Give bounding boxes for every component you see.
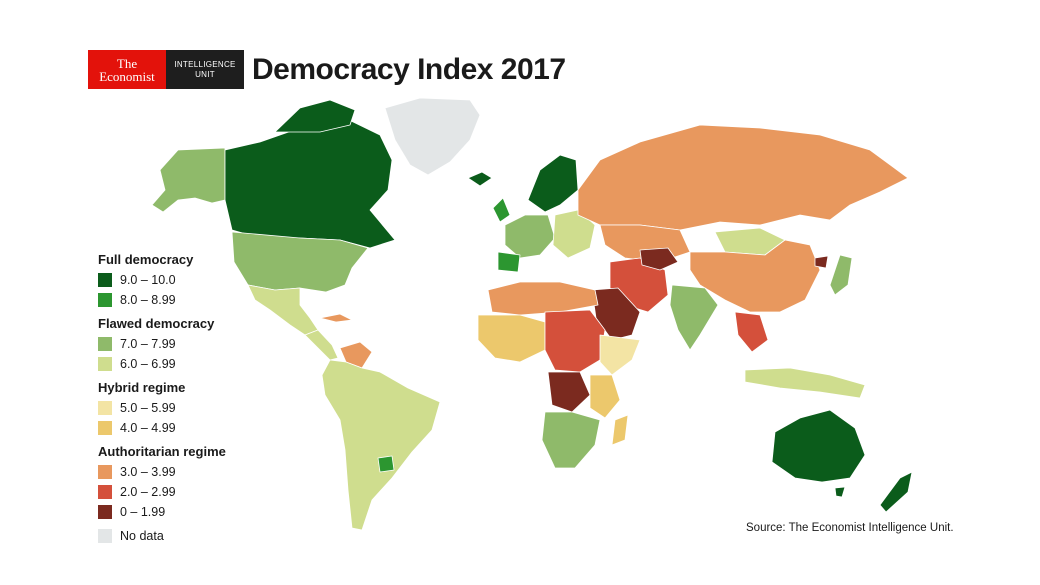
region-arctic-islands (274, 99, 356, 133)
region-turkmenistan (639, 247, 679, 271)
region-alaska (151, 147, 226, 213)
legend-range-label: 5.0 – 5.99 (120, 401, 176, 415)
legend-range-label: 0 – 1.99 (120, 505, 166, 519)
region-canada (224, 117, 396, 249)
legend-item: 2.0 – 2.99 (98, 482, 226, 502)
legend-swatch (98, 421, 112, 435)
legend-range-label: 3.0 – 3.99 (120, 465, 176, 479)
region-uruguay (377, 455, 395, 473)
legend-swatch (98, 465, 112, 479)
region-west-africa (477, 314, 546, 363)
legend-item: 4.0 – 4.99 (98, 418, 226, 438)
region-india (669, 284, 719, 351)
region-usa (231, 231, 369, 293)
legend-swatch (98, 505, 112, 519)
legend-swatch (98, 485, 112, 499)
legend-swatch (98, 401, 112, 415)
region-east-africa (589, 374, 621, 419)
logo-line1: The (116, 55, 138, 71)
economist-eiu-logo: The Economist INTELLIGENCE UNIT (88, 50, 244, 89)
logo-unit-line2: UNIT (195, 69, 215, 79)
legend-item: 5.0 – 5.99 (98, 398, 226, 418)
region-north-africa (487, 281, 599, 316)
region-central-africa (544, 309, 606, 373)
intelligence-unit-mark: INTELLIGENCE UNIT (166, 50, 244, 89)
legend-group-title: Hybrid regime (98, 380, 186, 395)
legend-item: 0 – 1.99 (98, 502, 226, 522)
logo-unit-line1: INTELLIGENCE (174, 59, 236, 69)
region-russia (577, 124, 909, 231)
region-drc (547, 371, 591, 413)
legend-item: 8.0 – 8.99 (98, 290, 226, 310)
legend-item: 6.0 – 6.99 (98, 354, 226, 374)
legend-group-title: Full democracy (98, 252, 194, 267)
region-north-korea (814, 255, 829, 269)
region-mexico (247, 284, 319, 336)
legend-range-label: 4.0 – 4.99 (120, 421, 176, 435)
region-japan (829, 254, 853, 296)
legend-swatch (98, 293, 112, 307)
region-south-america (321, 359, 441, 531)
region-central-america (304, 329, 339, 361)
source-note: Source: The Economist Intelligence Unit. (746, 522, 954, 534)
region-scandinavia (527, 154, 579, 213)
legend-group-title: Authoritarian regime (98, 444, 226, 459)
legend-range-label: 9.0 – 10.0 (120, 273, 176, 287)
region-uk (492, 197, 511, 223)
region-australia (771, 409, 866, 483)
legend-no-data-label: No data (120, 529, 164, 543)
legend-swatch (98, 529, 112, 543)
legend-range-label: 2.0 – 2.99 (120, 485, 176, 499)
region-iceland (467, 171, 493, 187)
region-southern-africa (541, 411, 601, 469)
legend-swatch (98, 337, 112, 351)
logo-line2: Economist (99, 68, 155, 84)
region-cuba (319, 313, 353, 323)
legend-item: 9.0 – 10.0 (98, 270, 226, 290)
legend-item: 3.0 – 3.99 (98, 462, 226, 482)
region-iberia (497, 251, 521, 273)
legend-range-label: 8.0 – 8.99 (120, 293, 176, 307)
region-indonesia (744, 367, 866, 399)
region-venezuela (339, 341, 373, 369)
region-southeast-asia (734, 311, 769, 353)
economist-logo-mark: The Economist (88, 50, 166, 89)
region-madagascar (611, 414, 629, 446)
region-new-zealand (879, 471, 913, 513)
region-tasmania (834, 486, 846, 498)
map-legend: Full democracy 9.0 – 10.0 8.0 – 8.99 Flawed… (98, 252, 226, 546)
legend-swatch (98, 273, 112, 287)
region-horn-of-africa (599, 334, 641, 376)
legend-item: 7.0 – 7.99 (98, 334, 226, 354)
legend-range-label: 7.0 – 7.99 (120, 337, 176, 351)
region-china (689, 239, 821, 313)
legend-group-title: Flawed democracy (98, 316, 215, 331)
region-greenland (384, 97, 481, 176)
map-title: Democracy Index 2017 (252, 53, 566, 86)
region-western-europe (504, 214, 556, 259)
legend-swatch (98, 357, 112, 371)
legend-range-label: 6.0 – 6.99 (120, 357, 176, 371)
legend-item-no-data: No data (98, 526, 226, 546)
